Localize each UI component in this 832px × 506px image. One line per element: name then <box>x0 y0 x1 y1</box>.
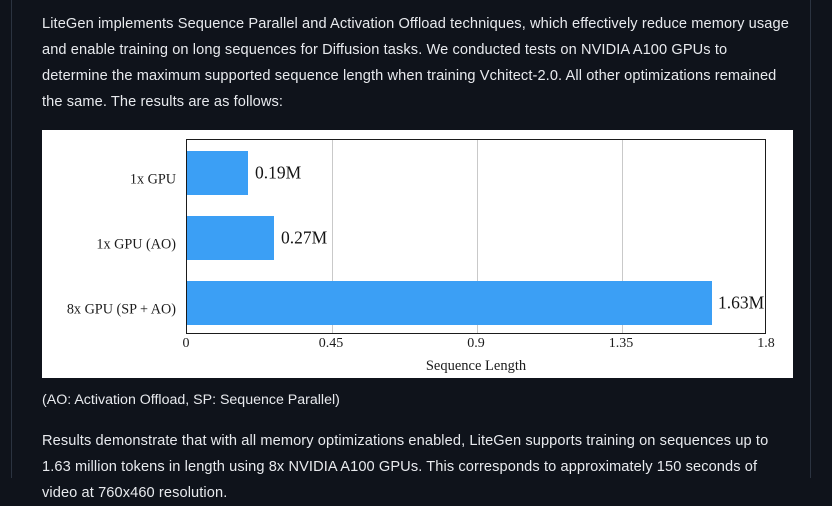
y-tick-label: 1x GPU (AO) <box>96 236 176 253</box>
message-content: LiteGen implements Sequence Parallel and… <box>42 0 794 506</box>
bar-row: 0.19M <box>187 140 765 205</box>
bar-value-label: 0.19M <box>255 162 302 182</box>
x-tick-label: 1.35 <box>608 336 634 351</box>
bar <box>187 280 712 325</box>
x-axis-title: Sequence Length <box>425 358 527 374</box>
gridline <box>332 140 333 333</box>
y-axis-tick-labels: 1x GPU 1x GPU (AO) 8x GPU (SP + AO) <box>42 139 186 334</box>
figure-caption: (AO: Activation Offload, SP: Sequence Pa… <box>42 392 340 408</box>
bar-row: 1.63M <box>187 270 765 333</box>
x-tick-label: 1.8 <box>757 336 775 351</box>
x-tick-label: 0.45 <box>318 336 344 351</box>
outro-paragraph: Results demonstrate that with all memory… <box>42 433 769 501</box>
x-tick-label: 0 <box>182 336 190 351</box>
x-tick-label: 0.9 <box>467 336 485 351</box>
bar <box>187 150 248 195</box>
left-rail-divider <box>11 0 12 478</box>
y-tick-label: 8x GPU (SP + AO) <box>66 301 176 318</box>
bar-chart-figure: 1x GPU 1x GPU (AO) 8x GPU (SP + AO) 0.19… <box>42 130 793 378</box>
chart-panel: 1x GPU 1x GPU (AO) 8x GPU (SP + AO) 0.19… <box>42 130 793 378</box>
plot-area: 0.19M 0.27M 1.63M <box>186 139 766 334</box>
intro-paragraph: LiteGen implements Sequence Parallel and… <box>42 16 789 110</box>
y-tick-label: 1x GPU <box>129 171 176 188</box>
gridline <box>622 140 623 333</box>
gridline <box>477 140 478 333</box>
x-axis-tick-labels: 0 0.45 0.9 1.35 1.8 <box>182 336 775 356</box>
bar-value-label: 0.27M <box>281 227 328 247</box>
bar-row: 0.27M <box>187 205 765 270</box>
bar <box>187 215 274 260</box>
bar-value-label: 1.63M <box>718 292 765 312</box>
right-rail-divider <box>810 0 811 478</box>
bar-series: 0.19M 0.27M 1.63M <box>187 140 765 333</box>
